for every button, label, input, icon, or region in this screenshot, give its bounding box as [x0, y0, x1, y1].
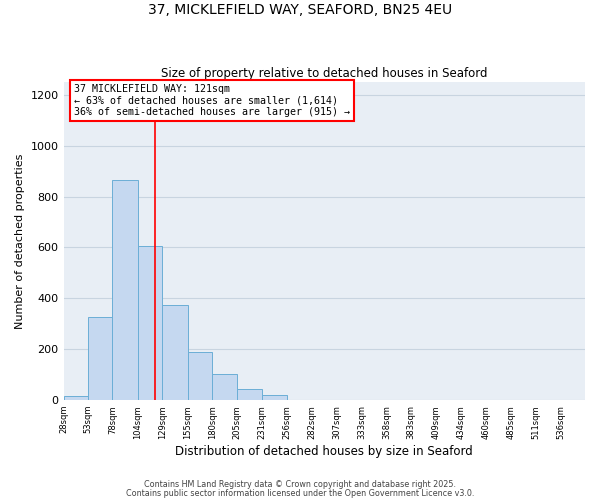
- Bar: [237, 390, 262, 400]
- Text: Contains public sector information licensed under the Open Government Licence v3: Contains public sector information licen…: [126, 489, 474, 498]
- Bar: [188, 352, 212, 400]
- Bar: [138, 246, 163, 400]
- Text: 37 MICKLEFIELD WAY: 121sqm
← 63% of detached houses are smaller (1,614)
36% of s: 37 MICKLEFIELD WAY: 121sqm ← 63% of deta…: [74, 84, 350, 117]
- Y-axis label: Number of detached properties: Number of detached properties: [15, 154, 25, 329]
- Bar: [262, 395, 287, 400]
- Bar: [163, 304, 188, 400]
- Text: 37, MICKLEFIELD WAY, SEAFORD, BN25 4EU: 37, MICKLEFIELD WAY, SEAFORD, BN25 4EU: [148, 2, 452, 16]
- Bar: [88, 318, 112, 400]
- X-axis label: Distribution of detached houses by size in Seaford: Distribution of detached houses by size …: [175, 444, 473, 458]
- Bar: [212, 374, 237, 400]
- Bar: [64, 396, 88, 400]
- Bar: [112, 180, 138, 400]
- Title: Size of property relative to detached houses in Seaford: Size of property relative to detached ho…: [161, 66, 488, 80]
- Text: Contains HM Land Registry data © Crown copyright and database right 2025.: Contains HM Land Registry data © Crown c…: [144, 480, 456, 489]
